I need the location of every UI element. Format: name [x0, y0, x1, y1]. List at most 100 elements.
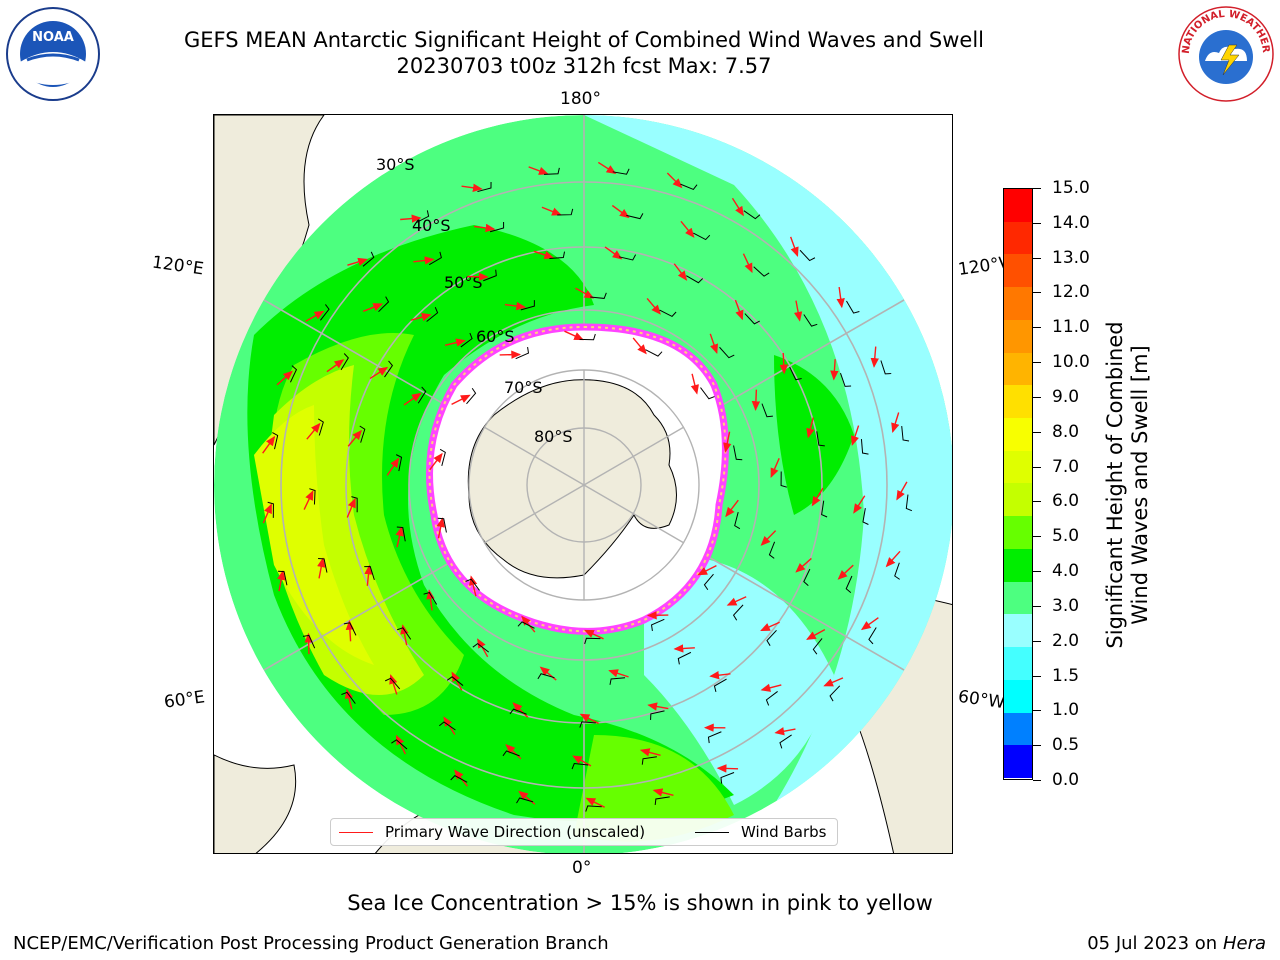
- wind-barb: [364, 565, 375, 581]
- colorbar-tick-label: 2.0: [1052, 630, 1080, 651]
- colorbar-segment: [1004, 483, 1032, 517]
- wave-arrow: [673, 263, 688, 281]
- legend-item-barbs: Wind Barbs: [695, 823, 826, 841]
- wind-barb: [744, 313, 760, 325]
- wave-arrow: [474, 223, 496, 233]
- colorbar-tick-label: 1.5: [1052, 665, 1080, 686]
- lat-label-80s: 80°S: [534, 427, 573, 446]
- wave-arrow: [451, 394, 471, 405]
- wind-barb: [590, 292, 607, 299]
- wave-arrow: [444, 338, 466, 347]
- wave-arrow: [673, 644, 695, 653]
- wind-barb: [502, 750, 520, 757]
- wave-arrow: [451, 671, 463, 691]
- colorbar-tick: [1033, 257, 1041, 259]
- wave-arrow: [725, 499, 739, 518]
- wave-arrow: [572, 755, 592, 767]
- wave-arrow: [760, 683, 782, 692]
- wind-barb: [650, 618, 665, 631]
- colorbar-tick: [1033, 501, 1041, 503]
- wind-barb: [703, 573, 714, 591]
- legend-swatch-red: [339, 832, 373, 833]
- wave-arrow: [885, 550, 901, 568]
- wave-arrow: [512, 702, 529, 718]
- wave-arrow: [346, 497, 356, 518]
- lat-label-70s: 70°S: [504, 378, 543, 397]
- wind-barb: [309, 488, 316, 505]
- colorbar-segment: [1004, 352, 1032, 386]
- wave-arrow: [585, 797, 605, 808]
- wind-barb: [384, 360, 394, 378]
- wave-arrow: [751, 389, 761, 412]
- wave-arrow: [806, 417, 815, 439]
- wave-arrow: [823, 677, 844, 687]
- chart-title: GEFS MEAN Antarctic Significant Height o…: [183, 28, 985, 52]
- wind-barb: [812, 638, 823, 655]
- wind-barb: [428, 251, 442, 266]
- colorbar-tick: [1033, 675, 1041, 677]
- wind-barb: [343, 622, 357, 636]
- wave-arrow: [836, 286, 845, 309]
- wave-arrow: [395, 526, 404, 548]
- colorbar-tick: [1033, 292, 1041, 294]
- colorbar-tick: [1033, 362, 1041, 364]
- wind-barb: [477, 181, 492, 193]
- wind-barb: [894, 562, 900, 580]
- wave-arrow: [793, 300, 803, 322]
- wind-barb: [290, 365, 298, 383]
- wave-arrow: [795, 557, 812, 573]
- wave-arrow: [564, 330, 584, 341]
- wave-arrow: [731, 197, 744, 217]
- wind-barb: [351, 496, 358, 513]
- wave-arrow: [806, 629, 826, 640]
- wave-arrow: [521, 615, 536, 633]
- wave-arrow: [680, 220, 695, 238]
- wind-barb: [302, 634, 316, 649]
- wind-barb: [707, 731, 722, 744]
- wind-barb: [829, 685, 841, 702]
- colorbar-segment: [1004, 745, 1032, 778]
- lon-label-180: 180°: [560, 89, 601, 109]
- wind-barb: [472, 642, 490, 653]
- wave-arrow: [760, 530, 777, 546]
- wind-barb: [768, 541, 776, 559]
- wave-arrow: [666, 172, 683, 189]
- legend-item-wave: Primary Wave Direction (unscaled): [339, 823, 645, 841]
- colorbar-tick-label: 13.0: [1052, 247, 1090, 268]
- wave-arrow: [533, 250, 555, 260]
- wind-barb: [426, 307, 439, 322]
- wind-barb: [509, 708, 527, 715]
- wave-arrow: [632, 337, 647, 355]
- wind-barb: [395, 454, 403, 472]
- wave-arrow: [369, 366, 389, 380]
- wave-arrow: [647, 702, 669, 711]
- wind-barb: [816, 431, 825, 447]
- wind-barb: [880, 360, 892, 375]
- wind-barb: [686, 275, 704, 284]
- map-legend: Primary Wave Direction (unscaled) Wind B…: [330, 818, 838, 846]
- lon-label-60e: 60°E: [162, 687, 207, 713]
- wind-barb: [700, 387, 715, 400]
- wind-barb: [650, 710, 665, 720]
- colorbar-tick: [1033, 222, 1041, 224]
- wave-arrow: [575, 287, 595, 299]
- colorbar-tick: [1033, 710, 1041, 712]
- lat-label-50s: 50°S: [444, 273, 483, 292]
- colorbar-segment: [1004, 254, 1032, 288]
- colorbar-tick: [1033, 327, 1041, 329]
- wind-barb: [272, 432, 279, 450]
- colorbar-tick: [1033, 640, 1041, 642]
- wave-arrow: [597, 161, 617, 174]
- wind-barb: [868, 627, 877, 645]
- colorbar-tick-label: 1.0: [1052, 700, 1080, 721]
- wind-barb: [659, 309, 677, 318]
- wind-barb: [862, 508, 869, 525]
- wave-arrow: [716, 764, 739, 773]
- wind-barb: [320, 304, 330, 321]
- wave-arrow: [541, 206, 562, 216]
- colorbar-tick-label: 5.0: [1052, 526, 1080, 547]
- wave-arrow: [709, 671, 731, 680]
- wind-barb: [362, 251, 375, 267]
- wind-barb: [549, 251, 566, 260]
- wind-barb: [612, 168, 630, 175]
